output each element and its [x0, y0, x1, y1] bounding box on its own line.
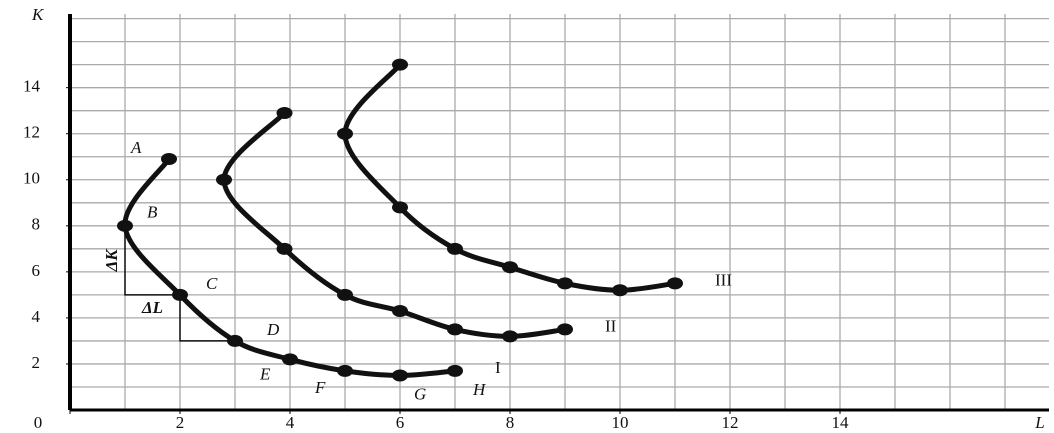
x-tick-label: 4	[286, 413, 295, 432]
point	[216, 173, 232, 186]
isoquant	[221, 110, 568, 339]
point	[161, 153, 177, 166]
y-tick-label: 10	[23, 169, 40, 188]
point	[667, 277, 683, 290]
point-label: D	[266, 320, 280, 339]
y-tick-label: 12	[23, 123, 40, 142]
y-tick-label: 4	[32, 307, 41, 326]
point	[282, 353, 298, 366]
y-tick-label: 6	[32, 261, 41, 280]
point	[337, 364, 353, 377]
y-axis-label: K	[31, 5, 45, 24]
point-label: F	[314, 378, 326, 397]
series-label: II	[605, 316, 617, 335]
point	[392, 305, 408, 317]
point	[117, 219, 133, 232]
x-tick-label: 6	[396, 413, 405, 432]
x-tick-label: 12	[722, 413, 739, 432]
point	[227, 334, 243, 347]
x-tick-label: 8	[506, 413, 515, 432]
y-tick-label: 8	[32, 215, 41, 234]
point	[392, 201, 408, 214]
point	[276, 242, 293, 255]
point-label: B	[147, 203, 158, 222]
point-label: A	[130, 138, 142, 157]
point	[557, 277, 573, 290]
series-label: I	[495, 358, 501, 377]
x-tick-label: 10	[612, 413, 629, 432]
y-tick-label: 14	[23, 77, 41, 96]
point	[502, 261, 518, 274]
delta-l-label: ΔL	[141, 298, 163, 317]
point	[392, 58, 408, 71]
point	[172, 288, 188, 301]
point	[447, 364, 463, 377]
point	[392, 369, 408, 382]
point	[502, 330, 518, 343]
point-label: C	[206, 274, 218, 293]
series-label: III	[715, 270, 732, 289]
point-label: E	[259, 364, 271, 383]
x-tick-label: 2	[176, 413, 185, 432]
point-label: H	[472, 380, 487, 399]
x-axis-label: L	[1034, 413, 1044, 432]
point	[337, 288, 353, 301]
x-tick-label: 0	[34, 413, 43, 432]
point	[557, 323, 573, 336]
point-label: G	[414, 384, 426, 403]
point	[447, 242, 463, 255]
x-tick-label: 14	[832, 413, 850, 432]
point	[612, 284, 628, 297]
point	[337, 127, 353, 140]
point	[276, 107, 293, 119]
y-tick-label: 2	[32, 353, 41, 372]
delta-k-label: ΔK	[102, 248, 121, 273]
point	[447, 323, 463, 336]
